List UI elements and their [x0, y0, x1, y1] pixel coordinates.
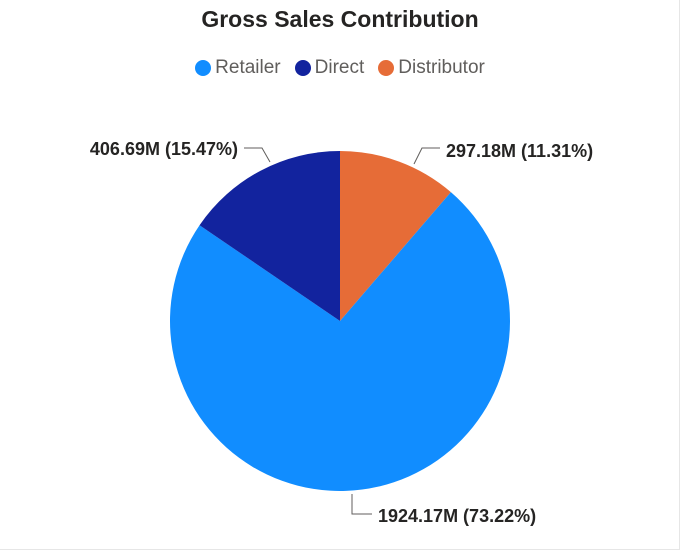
leader-line-distributor [413, 147, 440, 165]
leader-line-direct [244, 147, 271, 163]
data-label-retailer: 1924.17M (73.22%) [378, 506, 536, 526]
legend-item-direct[interactable]: Direct [294, 57, 365, 79]
data-label-direct: 406.69M (15.47%) [90, 139, 238, 159]
legend-marker-direct [294, 60, 311, 76]
pie-slice-retailer[interactable] [170, 192, 511, 491]
legend-item-retailer[interactable]: Retailer [195, 57, 281, 79]
data-label-distributor: 297.18M (11.31%) [446, 141, 593, 161]
pie-slice-distributor[interactable] [340, 151, 451, 321]
legend-marker-distributor [378, 60, 395, 76]
chart-title: Gross Sales Contribution [201, 6, 479, 32]
legend-label-direct: Direct [314, 57, 365, 78]
legend-marker-retailer [195, 60, 212, 76]
legend-label-retailer: Retailer [215, 57, 281, 78]
legend-item-distributor[interactable]: Distributor [378, 57, 485, 79]
legend-label-distributor: Distributor [398, 57, 485, 78]
leader-line-retailer [351, 494, 372, 515]
pie-slice-direct[interactable] [199, 151, 340, 321]
legend: Retailer Direct Distributor [0, 57, 680, 79]
